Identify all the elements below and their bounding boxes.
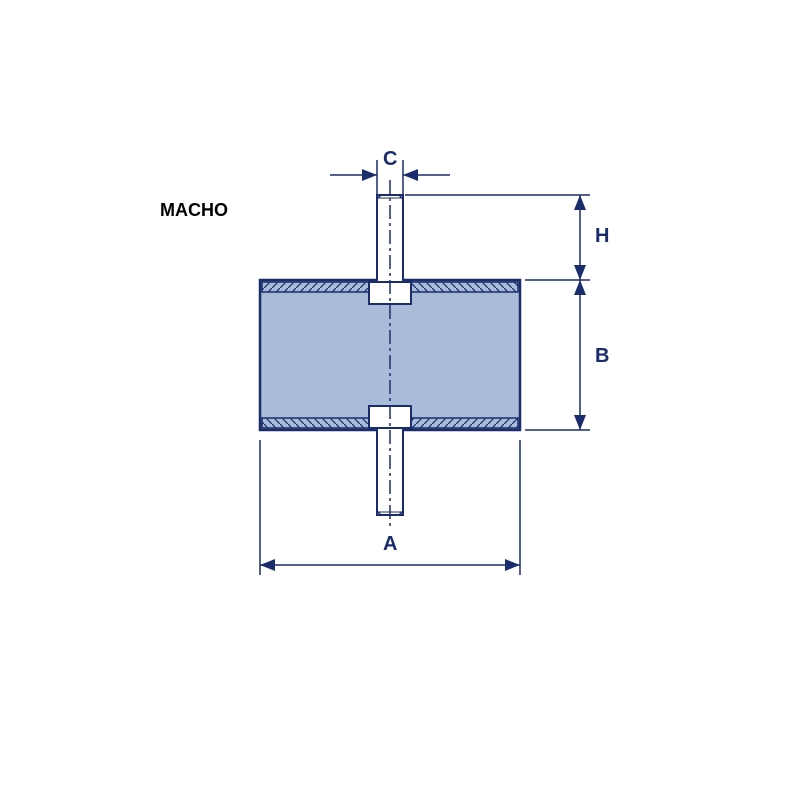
dim-label-h: H <box>595 225 609 248</box>
technical-diagram: MACHO A B C H <box>0 0 800 800</box>
dim-label-b: B <box>595 345 609 368</box>
title-label: MACHO <box>160 200 228 221</box>
dimension-b <box>525 280 590 430</box>
top-plate-left <box>262 282 369 292</box>
bottom-plate-right <box>411 418 518 428</box>
dim-label-a: A <box>383 533 397 556</box>
top-plate-right <box>411 282 518 292</box>
diagram-svg <box>0 0 800 800</box>
bottom-plate-left <box>262 418 369 428</box>
dim-label-c: C <box>383 148 397 171</box>
dimension-h <box>405 195 590 280</box>
